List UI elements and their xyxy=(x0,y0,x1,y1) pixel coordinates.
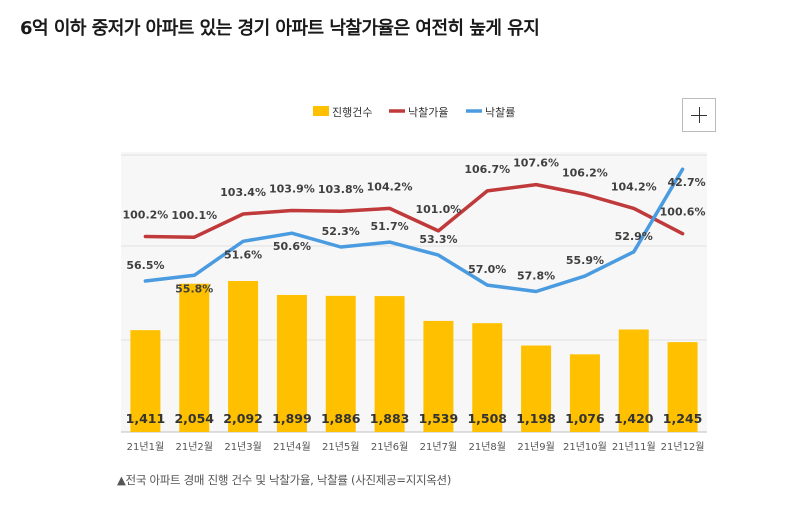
data-label: 106.7% xyxy=(464,163,510,176)
data-label: 53.3% xyxy=(419,233,457,246)
bar xyxy=(569,354,600,432)
x-tick-label: 21년9월 xyxy=(517,441,555,453)
bar-value-label: 1,886 xyxy=(321,411,361,426)
x-tick-label: 21년2월 xyxy=(176,441,214,453)
line-series-bid-rate xyxy=(143,182,685,239)
bar xyxy=(325,295,356,432)
x-tick-label: 21년6월 xyxy=(371,441,409,453)
data-label: 103.4% xyxy=(220,186,266,199)
bar-value-label: 1,883 xyxy=(370,411,410,426)
bar xyxy=(618,329,649,432)
bar-value-label: 1,198 xyxy=(516,411,556,426)
data-label: 100.6% xyxy=(660,206,706,219)
x-tick-label: 21년3월 xyxy=(224,441,262,453)
expand-button[interactable] xyxy=(682,98,716,132)
bar xyxy=(130,330,161,432)
legend-label: 낙찰률 xyxy=(485,106,515,119)
bar-value-label: 1,899 xyxy=(272,411,312,426)
bar xyxy=(228,281,259,432)
legend-label: 낙찰가율 xyxy=(408,106,448,119)
data-label: 51.6% xyxy=(224,248,262,261)
bar-value-label: 1,076 xyxy=(565,411,605,426)
data-label: 51.7% xyxy=(370,220,408,233)
bar xyxy=(374,296,405,432)
bar xyxy=(472,323,503,432)
data-label: 104.2% xyxy=(367,180,413,193)
bar xyxy=(276,294,307,432)
chart: 100.2% 100.1%103.4% 103.9% 103.8% 104.2%101.… xyxy=(121,106,707,453)
page-title: 6억 이하 중저가 아파트 있는 경기 아파트 낙찰가율은 여전히 높게 유지 xyxy=(20,18,540,39)
data-label: 55.8% xyxy=(175,282,213,295)
data-label: 42.7% xyxy=(667,176,705,189)
data-label: 103.9% xyxy=(269,183,315,196)
data-label: 52.3% xyxy=(322,225,360,238)
data-label: 103.8% xyxy=(318,183,364,196)
bar-value-label: 2,054 xyxy=(174,411,214,426)
x-tick-label: 21년12월 xyxy=(661,441,705,453)
bar-value-label: 1,420 xyxy=(614,411,654,426)
bar xyxy=(667,342,698,432)
x-tick-label: 21년10월 xyxy=(563,441,607,453)
data-label: 56.5% xyxy=(126,259,164,272)
bar xyxy=(423,320,454,432)
data-label: 52.9% xyxy=(615,230,653,243)
data-label: 106.2% xyxy=(562,166,608,179)
bar-value-label: 1,245 xyxy=(663,411,703,426)
data-label: 50.6% xyxy=(273,240,311,253)
bar-value-label: 1,411 xyxy=(126,411,166,426)
data-label: 107.6% xyxy=(513,157,559,170)
photo-caption: ▲전국 아파트 경매 진행 건수 및 낙찰가율, 낙찰률 (사진제공=지지옥션) xyxy=(117,473,452,487)
bar-value-label: 1,539 xyxy=(419,411,459,426)
data-label: 100.1% xyxy=(171,209,217,222)
legend-swatch-bar xyxy=(313,106,329,116)
x-tick-label: 21년5월 xyxy=(322,441,360,453)
plot-area xyxy=(121,152,707,432)
line-series-success-rate xyxy=(143,167,685,294)
bar-value-label: 1,508 xyxy=(467,411,507,426)
x-tick-label: 21년7월 xyxy=(420,441,458,453)
bar-value-label: 2,092 xyxy=(223,411,263,426)
bar xyxy=(521,345,552,432)
data-label: 100.2% xyxy=(123,209,169,222)
data-label: 57.0% xyxy=(468,263,506,276)
data-label: 104.2% xyxy=(611,180,657,193)
x-tick-label: 21년4월 xyxy=(273,441,311,453)
x-tick-label: 21년11월 xyxy=(612,441,656,453)
legend-label: 진행건수 xyxy=(332,106,372,119)
data-label: 55.9% xyxy=(566,254,604,267)
x-tick-label: 21년8월 xyxy=(469,441,507,453)
bar xyxy=(179,283,210,432)
data-label: 57.8% xyxy=(517,270,555,283)
x-tick-label: 21년1월 xyxy=(127,441,165,453)
data-label: 101.0% xyxy=(416,203,462,216)
